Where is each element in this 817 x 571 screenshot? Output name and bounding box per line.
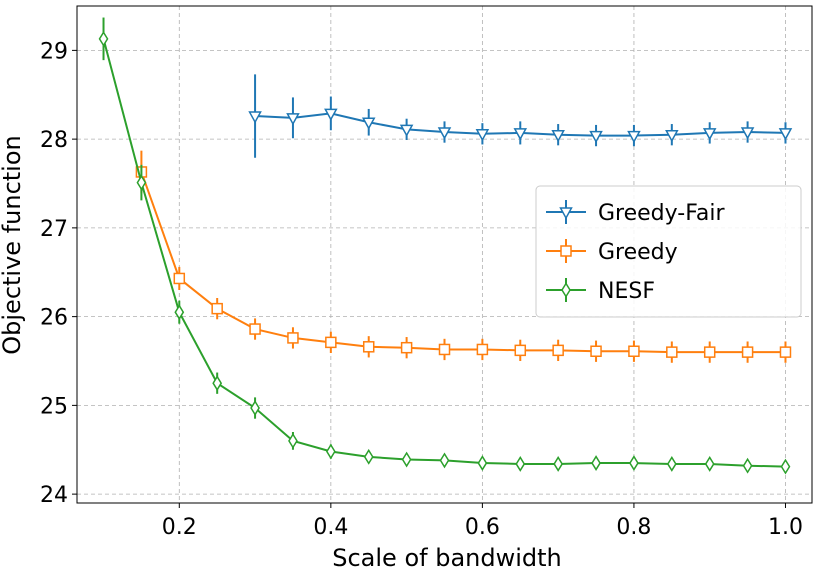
data-point-greedy-fair — [627, 130, 641, 144]
legend-label-nesf: NESF — [598, 279, 655, 304]
legend-label-greedy: Greedy — [598, 240, 678, 265]
x-tick-label: 1.0 — [768, 515, 803, 540]
y-tick-label: 28 — [40, 128, 68, 153]
data-point-nesf — [553, 456, 564, 472]
series-nesf — [98, 17, 791, 475]
axes: 0.2 0.4 0.6 0.8 1.0 24 25 26 27 28 29 — [40, 5, 813, 540]
data-point-nesf — [401, 451, 412, 468]
data-point-greedy-fair — [437, 127, 452, 140]
legend-label-greedy-fair: Greedy-Fair — [598, 201, 725, 226]
legend-item-greedy: Greedy — [546, 239, 678, 265]
data-point-greedy — [362, 341, 375, 353]
data-point-greedy — [741, 346, 754, 358]
legend-marker-greedy — [560, 245, 572, 257]
data-point-greedy — [590, 345, 602, 357]
x-tick-label: 0.2 — [162, 515, 197, 540]
data-point-nesf — [98, 30, 109, 47]
data-point-greedy — [628, 345, 640, 357]
data-point-nesf — [780, 458, 791, 475]
series-greedy-fair — [248, 74, 793, 158]
data-point-greedy — [666, 346, 678, 358]
data-point-nesf — [325, 443, 336, 460]
data-point-greedy — [211, 302, 223, 315]
data-point-greedy — [552, 344, 564, 357]
data-point-nesf — [591, 455, 601, 471]
data-point-greedy — [173, 272, 186, 285]
data-point-nesf — [477, 455, 488, 471]
series-line-greedy — [140, 171, 786, 354]
data-point-nesf — [212, 375, 223, 392]
y-tick-label: 24 — [40, 483, 68, 508]
data-point-nesf — [288, 432, 298, 449]
data-point-greedy — [476, 343, 489, 356]
data-point-greedy-fair — [665, 129, 679, 143]
data-point-greedy-fair — [248, 111, 262, 124]
legend-item-greedy-fair: Greedy-Fair — [546, 200, 725, 226]
data-point-nesf — [136, 174, 147, 191]
x-tick-label: 0.4 — [313, 515, 348, 540]
data-point-greedy-fair — [778, 128, 793, 141]
data-point-greedy-fair — [475, 129, 490, 142]
data-point-greedy — [287, 332, 299, 344]
legend-marker-nesf — [561, 282, 571, 298]
data-point-greedy-fair — [324, 108, 338, 121]
y-tick-label: 29 — [40, 39, 68, 64]
y-tick-label: 27 — [40, 217, 68, 242]
y-tick-label: 26 — [40, 306, 68, 331]
x-tick-label: 0.8 — [616, 515, 651, 540]
x-tick-label: 0.6 — [465, 515, 500, 540]
data-point-nesf — [666, 456, 677, 472]
legend-box — [535, 185, 802, 318]
data-point-greedy-fair — [286, 113, 300, 126]
legend: Greedy-Fair Greedy NESF — [535, 185, 802, 318]
data-point-greedy-fair — [399, 124, 414, 137]
data-point-nesf — [439, 452, 450, 469]
data-point-greedy — [514, 344, 527, 357]
data-point-greedy — [325, 336, 337, 349]
data-point-greedy-fair — [551, 129, 565, 143]
data-point-nesf — [629, 455, 639, 471]
data-point-greedy-fair — [513, 128, 528, 141]
data-point-greedy — [249, 323, 261, 335]
x-axis-label: Scale of bandwidth — [332, 544, 562, 571]
data-point-nesf — [363, 448, 374, 465]
data-point-nesf — [515, 456, 526, 472]
data-point-nesf — [704, 456, 715, 472]
series-greedy — [135, 150, 792, 363]
y-tick-label: 25 — [40, 394, 68, 419]
data-point-nesf — [174, 304, 185, 321]
data-point-greedy — [703, 346, 716, 358]
data-point-greedy — [779, 346, 792, 358]
legend-marker-greedy-fair — [559, 207, 573, 220]
data-point-greedy-fair — [589, 130, 603, 144]
data-point-nesf — [250, 400, 260, 416]
series-layer — [98, 17, 793, 475]
y-axis-label: Objective function — [0, 135, 26, 354]
data-point-greedy — [400, 341, 413, 354]
data-point-nesf — [742, 457, 753, 474]
legend-item-nesf: NESF — [546, 278, 655, 304]
data-point-greedy — [438, 343, 451, 356]
data-point-greedy-fair — [361, 117, 376, 130]
data-point-greedy-fair — [740, 127, 755, 140]
axes-frame — [76, 5, 813, 504]
data-point-greedy-fair — [702, 128, 717, 141]
